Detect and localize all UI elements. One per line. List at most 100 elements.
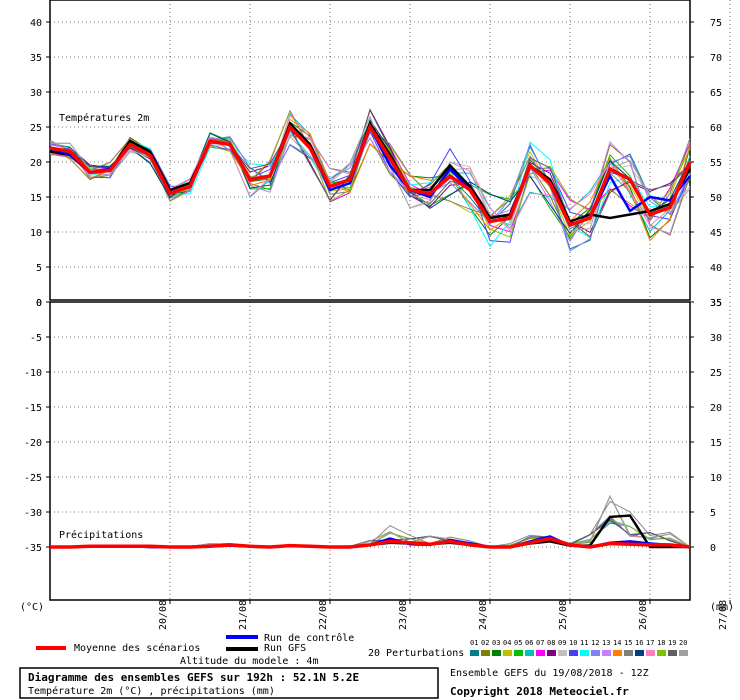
precip-left-tick-label: -15: [24, 403, 42, 414]
temp-left-tick-label: 35: [30, 53, 42, 64]
temperature-panel: 40 75 35 70 30 65 25 60 20 55 15 50 10 45 5 40 0 35: [30, 0, 731, 309]
copyright: Copyright 2018 Meteociel.fr: [450, 685, 629, 698]
precip-left-tick-label: -35: [24, 543, 42, 554]
precip-right-tick-label: 20: [710, 403, 722, 414]
precipitation-panel: 0 35 -5 30 -10 25 -15 20 -20 15 -25 10 -30 5 -35 0 20/08…: [24, 298, 731, 630]
perturbation-number-16: 16: [635, 639, 643, 647]
perturbation-swatch-03: [492, 650, 501, 656]
date-label: 27/08: [718, 600, 729, 630]
perturbation-number-13: 13: [602, 639, 610, 647]
perturbation-number-11: 11: [580, 639, 588, 647]
legend-gfs-label: Run GFS: [264, 643, 306, 654]
date-label: 25/08: [558, 600, 569, 630]
perturbation-number-20: 20: [679, 639, 687, 647]
footer-title-box: [19, 667, 439, 699]
perturbation-number-14: 14: [613, 639, 621, 647]
legend-perturbations-label: 20 Perturbations: [368, 648, 464, 659]
perturbation-swatch-10: [569, 650, 578, 656]
precip-right-tick-label: 15: [710, 438, 722, 449]
chart-title: Diagramme des ensembles GEFS sur 192h : …: [28, 671, 359, 684]
precip-right-tick-label: 10: [710, 473, 722, 484]
perturbation-swatch-09: [558, 650, 567, 656]
temp-left-tick-label: 40: [30, 18, 42, 29]
precip-left-tick-label: -20: [24, 438, 42, 449]
temp-left-tick-label: 0: [36, 298, 42, 309]
perturbation-swatch-12: [591, 650, 600, 656]
temp-right-tick-label: 40: [710, 263, 722, 274]
date-label: 24/08: [478, 600, 489, 630]
temp-right-tick-label: 45: [710, 228, 722, 239]
precip-left-tick-label: -5: [30, 333, 42, 344]
perturbation-number-03: 03: [492, 639, 500, 647]
perturbation-swatch-06: [525, 650, 534, 656]
legend-control-label: Run de contrôle: [264, 632, 354, 644]
precip-left-tick-label: -30: [24, 508, 42, 519]
perturbation-number-09: 09: [558, 639, 566, 647]
perturbation-swatch-01: [470, 650, 479, 656]
temp-perturbation-line: [49, 121, 691, 239]
chart-subtitle: Température 2m (°C) , précipitations (mm…: [28, 685, 275, 697]
perturbation-number-17: 17: [646, 639, 654, 647]
perturbation-swatch-08: [547, 650, 556, 656]
perturbation-swatch-05: [514, 650, 523, 656]
temp-left-tick-label: 20: [30, 158, 42, 169]
temp-right-tick-label: 35: [710, 298, 722, 309]
temp-left-tick-label: 30: [30, 88, 42, 99]
perturbation-swatch-20: [679, 650, 688, 656]
perturbation-number-01: 01: [470, 639, 478, 647]
run-info: Ensemble GEFS du 19/08/2018 - 12Z: [450, 668, 649, 679]
precip-right-tick-label: 30: [710, 333, 722, 344]
precipitation-panel-label: Précipitations: [59, 529, 143, 541]
perturbation-swatch-02: [481, 650, 490, 656]
temp-left-tick-label: 10: [30, 228, 42, 239]
precip-right-tick-label: 25: [710, 368, 722, 379]
perturbation-legend: 01 02 03 04 05 06 07 08 09 10 11 12 13 14 15 16 17 18 19 20: [470, 639, 688, 656]
precip-left-tick-label: -10: [24, 368, 42, 379]
perturbation-swatch-16: [635, 650, 644, 656]
right-unit-label: (mm): [710, 602, 734, 613]
date-label: 26/08: [638, 600, 649, 630]
perturbation-swatch-15: [624, 650, 633, 656]
temp-right-tick-label: 75: [710, 18, 722, 29]
temperature-panel-label: Températures 2m: [59, 112, 149, 124]
perturbation-swatch-14: [613, 650, 622, 656]
date-label: 22/08: [318, 600, 329, 630]
perturbation-number-12: 12: [591, 639, 599, 647]
perturbation-number-07: 07: [536, 639, 544, 647]
perturbation-number-10: 10: [569, 639, 577, 647]
temp-left-tick-label: 5: [36, 263, 42, 274]
perturbation-number-06: 06: [525, 639, 533, 647]
legend: Moyenne des scénarios Run de contrôle Ru…: [36, 632, 688, 659]
perturbation-swatch-13: [602, 650, 611, 656]
perturbation-swatch-18: [657, 650, 666, 656]
altitude-text: Altitude du modele : 4m: [180, 656, 318, 667]
precipitation-frame: [49, 301, 691, 601]
perturbation-number-19: 19: [668, 639, 676, 647]
temp-right-tick-label: 55: [710, 158, 722, 169]
precip-series-mean: [50, 536, 691, 549]
perturbation-number-05: 05: [514, 639, 522, 647]
perturbation-number-04: 04: [503, 639, 511, 647]
perturbation-swatch-11: [580, 650, 589, 656]
perturbation-swatch-04: [503, 650, 512, 656]
perturbation-number-08: 08: [547, 639, 555, 647]
temp-right-tick-label: 60: [710, 123, 722, 134]
temp-right-tick-label: 70: [710, 53, 722, 64]
temp-perturbation-line: [49, 122, 691, 238]
date-label: 20/08: [158, 600, 169, 630]
precip-right-tick-label: 5: [710, 508, 716, 519]
perturbation-number-18: 18: [657, 639, 665, 647]
precip-left-tick-label: -25: [24, 473, 42, 484]
date-label: 23/08: [398, 600, 409, 630]
left-unit-label: (°C): [20, 602, 44, 613]
temp-right-tick-label: 50: [710, 193, 722, 204]
precip-right-tick-label: 35: [710, 298, 722, 309]
precip-left-tick-label: 0: [36, 298, 42, 309]
perturbation-swatch-07: [536, 650, 545, 656]
temp-series-mean: [49, 123, 692, 228]
perturbation-number-02: 02: [481, 639, 489, 647]
perturbation-number-15: 15: [624, 639, 632, 647]
date-label: 21/08: [238, 600, 249, 630]
perturbation-swatch-19: [668, 650, 677, 656]
